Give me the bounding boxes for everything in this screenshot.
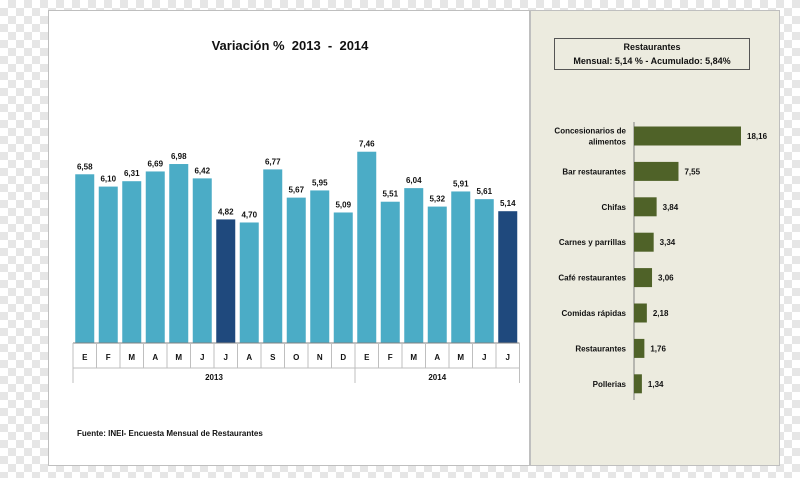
column-bar xyxy=(427,206,447,343)
column-value-label: 6,69 xyxy=(147,159,163,168)
column-bar xyxy=(451,191,471,343)
hbar-value-label: 2,18 xyxy=(653,309,669,318)
month-tick-label: J xyxy=(506,353,510,362)
month-tick-label: D xyxy=(340,353,346,362)
hbar xyxy=(634,197,657,217)
column-bar xyxy=(169,164,189,343)
column-value-label: 5,61 xyxy=(476,187,492,196)
column-bar xyxy=(474,199,494,343)
hbar xyxy=(634,126,741,146)
year-group-label: 2013 xyxy=(205,373,223,382)
column-value-label: 6,31 xyxy=(124,169,140,178)
column-value-label: 7,46 xyxy=(359,140,375,149)
column-bar xyxy=(122,181,142,343)
column-value-label: 6,04 xyxy=(406,176,422,185)
category-label: Bar restaurantes xyxy=(562,167,626,176)
month-tick-label: O xyxy=(293,353,299,362)
summary-heading: Restaurantes xyxy=(623,42,681,52)
column-bar xyxy=(239,222,259,343)
column-value-label: 6,42 xyxy=(194,166,210,175)
month-tick-label: M xyxy=(457,353,464,362)
hbar-value-label: 1,76 xyxy=(650,344,666,353)
hbar xyxy=(634,303,647,323)
column-bar xyxy=(286,197,306,343)
category-label: Concesionarios de xyxy=(554,127,626,136)
column-bar xyxy=(498,211,518,343)
breakdown-panel xyxy=(530,10,780,466)
category-label: Comidas rápidas xyxy=(562,309,627,318)
column-value-label: 5,09 xyxy=(335,200,351,209)
month-tick-label: F xyxy=(106,353,111,362)
column-value-label: 6,77 xyxy=(265,157,281,166)
hbar xyxy=(634,374,642,394)
column-bar xyxy=(357,151,377,343)
source-note: Fuente: INEI- Encuesta Mensual de Restau… xyxy=(77,429,263,438)
hbar xyxy=(634,268,653,288)
month-tick-label: A xyxy=(434,353,440,362)
column-value-label: 5,67 xyxy=(288,186,304,195)
column-bar xyxy=(333,212,353,343)
month-tick-label: S xyxy=(270,353,276,362)
hbar xyxy=(634,338,645,358)
month-tick-label: A xyxy=(246,353,252,362)
column-bar xyxy=(380,201,400,343)
summary-box: Restaurantes Mensual: 5,14 % - Acumulado… xyxy=(554,38,750,70)
hbar-value-label: 3,06 xyxy=(658,274,674,283)
month-tick-label: A xyxy=(152,353,158,362)
hbar xyxy=(634,161,679,181)
month-tick-label: J xyxy=(482,353,486,362)
column-bar xyxy=(263,169,283,343)
hbar-value-label: 1,34 xyxy=(648,380,664,389)
month-tick-label: M xyxy=(175,353,182,362)
month-tick-label: E xyxy=(82,353,88,362)
year-group-label: 2014 xyxy=(428,373,446,382)
category-label: Café restaurantes xyxy=(558,274,626,283)
category-label: Pollerias xyxy=(593,380,627,389)
month-tick-label: J xyxy=(224,353,228,362)
category-label: Carnes y parrillas xyxy=(559,238,627,247)
column-bar xyxy=(192,178,212,343)
category-label: Restaurantes xyxy=(575,344,626,353)
month-tick-label: E xyxy=(364,353,370,362)
chart-title: Variación % 2013 - 2014 xyxy=(211,38,369,53)
column-bar xyxy=(75,174,95,343)
category-label: alimentos xyxy=(589,138,627,147)
hbar xyxy=(634,232,654,252)
hbar-value-label: 7,55 xyxy=(684,167,700,176)
month-tick-label: M xyxy=(410,353,417,362)
column-bar xyxy=(98,186,118,343)
summary-line: Mensual: 5,14 % - Acumulado: 5,84% xyxy=(573,56,731,66)
column-value-label: 6,10 xyxy=(100,175,116,184)
month-tick-label: N xyxy=(317,353,323,362)
column-value-label: 5,14 xyxy=(500,199,516,208)
column-value-label: 5,95 xyxy=(312,178,328,187)
column-value-label: 6,98 xyxy=(171,152,187,161)
column-value-label: 5,32 xyxy=(429,195,445,204)
hbar-value-label: 3,34 xyxy=(660,238,676,247)
category-label: Chifas xyxy=(602,203,627,212)
month-tick-label: F xyxy=(388,353,393,362)
month-tick-label: M xyxy=(128,353,135,362)
column-value-label: 5,91 xyxy=(453,179,469,188)
column-value-label: 4,70 xyxy=(241,210,257,219)
column-value-label: 6,58 xyxy=(77,162,93,171)
column-bar xyxy=(310,190,330,343)
column-bar xyxy=(145,171,165,343)
month-tick-label: J xyxy=(200,353,204,362)
hbar-value-label: 3,84 xyxy=(663,203,679,212)
column-bar xyxy=(404,188,424,343)
column-bar xyxy=(216,219,236,343)
column-value-label: 5,51 xyxy=(382,190,398,199)
column-value-label: 4,82 xyxy=(218,207,234,216)
hbar-value-label: 18,16 xyxy=(747,132,768,141)
